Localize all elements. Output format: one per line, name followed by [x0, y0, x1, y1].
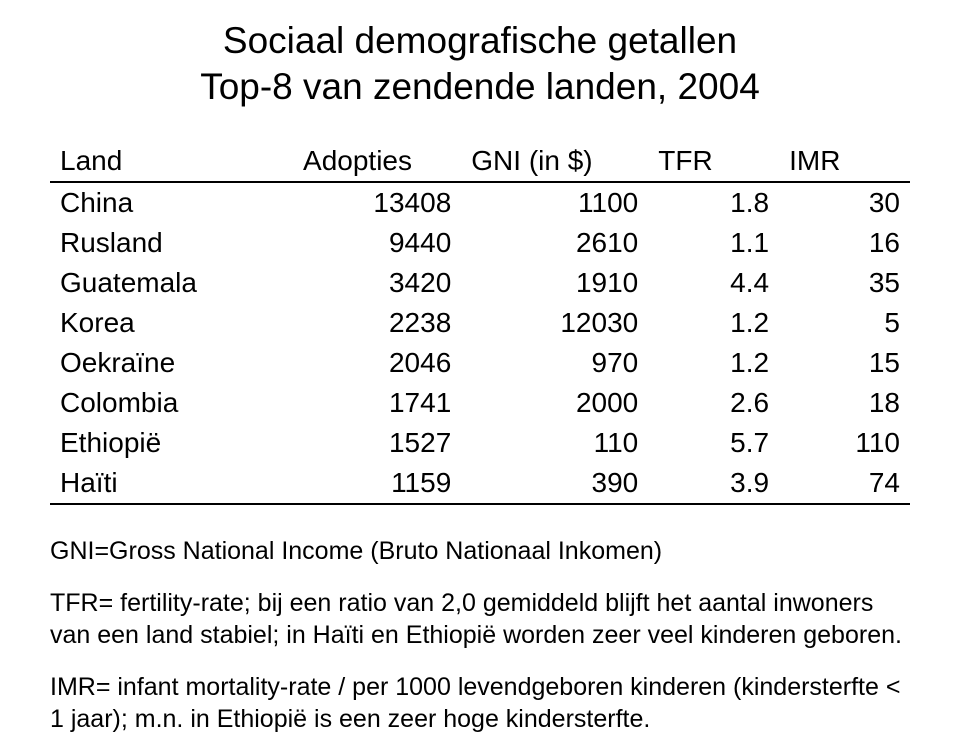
cell-adopties: 1527	[293, 423, 461, 463]
footnote-tfr: TFR= fertility-rate; bij een ratio van 2…	[50, 587, 910, 651]
cell-tfr: 2.6	[648, 383, 779, 423]
col-header-tfr: TFR	[648, 141, 779, 182]
cell-gni: 970	[461, 343, 648, 383]
table-header-row: Land Adopties GNI (in $) TFR IMR	[50, 141, 910, 182]
slide-page: Sociaal demografische getallen Top-8 van…	[0, 0, 960, 706]
cell-tfr: 4.4	[648, 263, 779, 303]
table-row: Oekraïne 2046 970 1.2 15	[50, 343, 910, 383]
cell-imr: 74	[779, 463, 910, 504]
cell-imr: 16	[779, 223, 910, 263]
cell-tfr: 3.9	[648, 463, 779, 504]
title-line-2: Top-8 van zendende landen, 2004	[200, 66, 760, 107]
cell-adopties: 2046	[293, 343, 461, 383]
col-header-land: Land	[50, 141, 293, 182]
col-header-adopties: Adopties	[293, 141, 461, 182]
cell-tfr: 1.1	[648, 223, 779, 263]
table-row: Guatemala 3420 1910 4.4 35	[50, 263, 910, 303]
cell-tfr: 1.8	[648, 182, 779, 223]
cell-land: Oekraïne	[50, 343, 293, 383]
cell-adopties: 1159	[293, 463, 461, 504]
cell-adopties: 2238	[293, 303, 461, 343]
cell-gni: 2610	[461, 223, 648, 263]
cell-imr: 30	[779, 182, 910, 223]
table-row: China 13408 1100 1.8 30	[50, 182, 910, 223]
cell-imr: 18	[779, 383, 910, 423]
cell-land: Rusland	[50, 223, 293, 263]
cell-gni: 110	[461, 423, 648, 463]
cell-land: Ethiopië	[50, 423, 293, 463]
table-row: Ethiopië 1527 110 5.7 110	[50, 423, 910, 463]
cell-land: China	[50, 182, 293, 223]
table-row: Rusland 9440 2610 1.1 16	[50, 223, 910, 263]
cell-adopties: 13408	[293, 182, 461, 223]
cell-gni: 12030	[461, 303, 648, 343]
footnotes: GNI=Gross National Income (Bruto Nationa…	[50, 535, 910, 735]
demographics-table: Land Adopties GNI (in $) TFR IMR China 1…	[50, 141, 910, 505]
cell-imr: 15	[779, 343, 910, 383]
cell-adopties: 3420	[293, 263, 461, 303]
cell-land: Colombia	[50, 383, 293, 423]
cell-gni: 2000	[461, 383, 648, 423]
footnote-gni: GNI=Gross National Income (Bruto Nationa…	[50, 535, 910, 567]
table-row: Haïti 1159 390 3.9 74	[50, 463, 910, 504]
cell-tfr: 1.2	[648, 343, 779, 383]
table-row: Colombia 1741 2000 2.6 18	[50, 383, 910, 423]
cell-gni: 1910	[461, 263, 648, 303]
col-header-imr: IMR	[779, 141, 910, 182]
cell-tfr: 5.7	[648, 423, 779, 463]
cell-imr: 5	[779, 303, 910, 343]
cell-imr: 35	[779, 263, 910, 303]
cell-land: Haïti	[50, 463, 293, 504]
table-row: Korea 2238 12030 1.2 5	[50, 303, 910, 343]
cell-gni: 390	[461, 463, 648, 504]
cell-adopties: 1741	[293, 383, 461, 423]
slide-title: Sociaal demografische getallen Top-8 van…	[50, 18, 910, 111]
cell-adopties: 9440	[293, 223, 461, 263]
title-line-1: Sociaal demografische getallen	[223, 20, 737, 61]
cell-land: Korea	[50, 303, 293, 343]
cell-imr: 110	[779, 423, 910, 463]
cell-land: Guatemala	[50, 263, 293, 303]
cell-tfr: 1.2	[648, 303, 779, 343]
col-header-gni: GNI (in $)	[461, 141, 648, 182]
cell-gni: 1100	[461, 182, 648, 223]
footnote-imr: IMR= infant mortality-rate / per 1000 le…	[50, 671, 910, 735]
